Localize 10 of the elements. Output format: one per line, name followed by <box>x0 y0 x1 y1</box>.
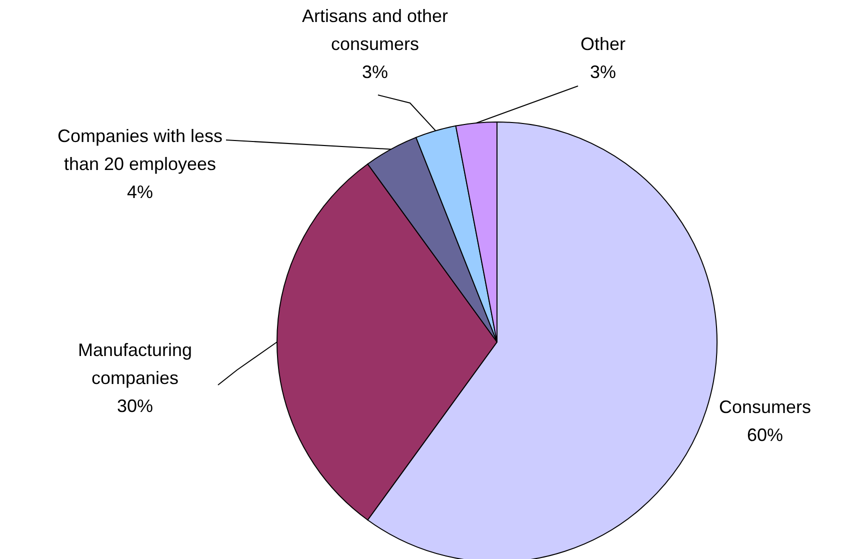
slice-label: Other <box>580 34 626 54</box>
data-label: 4% <box>126 182 154 202</box>
slice-label: Artisans and other consumers <box>302 6 448 54</box>
data-label: 3% <box>590 62 616 82</box>
legend-label: Manufacturing companies <box>78 340 192 388</box>
slice-label: Consumers <box>718 397 812 417</box>
slice-label: Companies with less than 20 employees <box>57 126 223 174</box>
data-label: 30% <box>116 396 154 416</box>
data-label: 60% <box>746 425 784 445</box>
data-label: 3% <box>362 62 388 82</box>
